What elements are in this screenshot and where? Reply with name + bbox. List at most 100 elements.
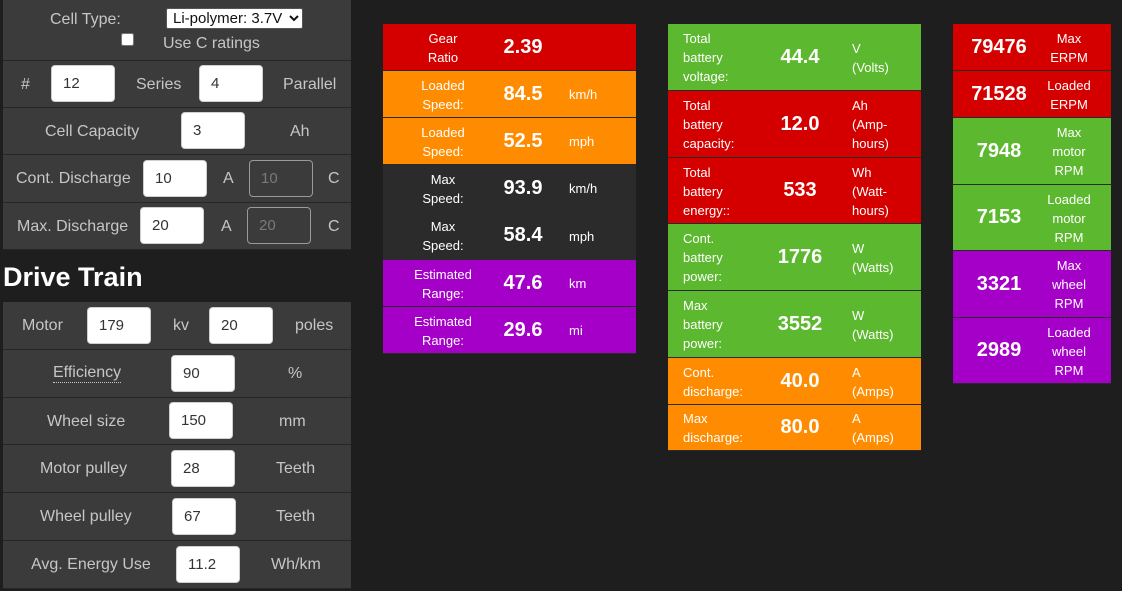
result-value: 2.39 [503,35,543,58]
result-unit-line: V [852,40,861,56]
cont-discharge-row: Cont. Discharge A C [3,155,351,203]
result-label: Total battery voltage: [683,29,753,86]
result-unit-line: (Watt- [852,183,887,199]
result-unit-line: (Amps) [852,430,894,445]
result-label-line: Cont. [683,231,715,246]
motor-kv-input[interactable] [87,307,151,344]
cell-type-select[interactable]: Li-polymer: 3.7V [166,8,303,29]
motor-poles-input[interactable] [209,307,273,344]
result-unit: A (Amps) [852,363,894,401]
efficiency-input[interactable] [171,355,235,392]
result-value: 7153 [976,206,1022,228]
result-label-line: motor [1052,210,1086,226]
cell-capacity-label: Cell Capacity [45,123,140,140]
efficiency-label[interactable]: Efficiency [53,364,122,383]
result-label-line: Loaded [1047,324,1091,340]
result-label-line: Ratio [427,49,459,65]
col3-card: Loaded ERPM 71528 [953,71,1111,118]
motor-row: Motor kv poles [3,302,351,350]
result-unit: V (Volts) [852,39,889,77]
result-label: Total battery capacity: [683,96,753,153]
motor-pulley-input[interactable] [171,450,235,487]
result-unit: W (Watts) [852,306,893,344]
result-value: 52.5 [503,129,543,152]
wheel-size-input[interactable] [169,402,233,439]
wheel-size-label: Wheel size [47,413,126,430]
result-value: 40.0 [780,369,820,392]
col1-card: Gear Ratio 2.39 [383,24,636,71]
result-value: 533 [783,179,817,201]
wheel-pulley-row: Wheel pulley Teeth [3,493,351,541]
result-unit-line: (Watts) [852,326,894,342]
cont-discharge-label: Cont. Discharge [16,170,131,187]
results-column-speed: Gear Ratio 2.39 Loaded Speed: 84.5 km/h Loaded S… [383,24,636,354]
col2-card: Cont. battery power: 1776 W (Watts) [668,224,921,291]
energy-use-input[interactable] [176,546,240,583]
result-unit-line: mi [569,323,583,338]
result-unit-line: km [569,276,587,291]
result-unit-line: A [852,364,861,380]
drive-train-heading: Drive Train [3,262,143,292]
result-label-line: Range: [422,332,464,348]
cont-discharge-unit-a: A [223,170,234,187]
cell-capacity-input[interactable] [181,112,245,149]
result-label-line: Max [1056,258,1082,273]
col1-card: Estimated Range: 47.6 km [383,260,636,307]
result-label: Max discharge: [683,409,753,447]
parallel-input[interactable] [199,65,263,102]
result-label: Cont. discharge: [683,363,753,401]
result-unit: km/h [569,179,597,198]
parallel-label: Parallel [283,76,337,93]
result-label-line: power: [683,336,723,351]
cont-discharge-unit-c: C [328,170,340,187]
efficiency-row: Efficiency % [3,350,351,398]
result-label-line: ERPM [1050,49,1088,65]
result-value: 84.5 [503,82,543,105]
result-label-line: Range: [422,285,464,301]
motor-pulley-unit: Teeth [276,460,316,477]
max-discharge-label: Max. Discharge [17,218,129,235]
result-unit-line: mph [569,228,595,244]
result-label: Max Speed: [393,217,493,255]
result-value: 7948 [976,139,1022,162]
result-unit-line: (Amp- [852,117,888,132]
col3-card: Max ERPM 79476 [953,24,1111,71]
result-unit: mph [569,227,594,246]
result-label-line: Max [1056,125,1082,140]
result-label-line: RPM [1054,362,1084,378]
col2-card: Total battery voltage: 44.4 V (Volts) [668,24,921,91]
result-label-line: battery [683,317,723,332]
max-discharge-c-input[interactable] [247,207,311,244]
col1-card: Max Speed: 58.4 mph [383,212,636,260]
cont-discharge-c-input[interactable] [249,160,313,197]
result-unit-line: hours) [852,136,889,151]
max-discharge-unit-a: A [221,218,232,235]
result-label: Cont. battery power: [683,229,753,286]
use-c-ratings-checkbox[interactable] [121,33,134,46]
series-input[interactable] [51,65,115,102]
col2-card: Max discharge: 80.0 A (Amps) [668,405,921,451]
wheel-pulley-input[interactable] [172,498,236,535]
result-label: Loaded motor RPM [1039,190,1099,247]
result-label-line: ERPM [1050,96,1088,112]
results-column-rpm: Max ERPM 79476 Loaded ERPM 71528 Max motor RPM 79… [953,24,1111,384]
result-label-line: RPM [1054,296,1084,311]
energy-use-label: Avg. Energy Use [31,556,151,573]
result-unit-line: A [852,411,861,426]
result-unit-line: (Volts) [852,59,889,75]
result-label-line: battery [683,117,723,132]
col1-card: Loaded Speed: 52.5 mph [383,118,636,165]
result-label-line: Max [683,411,708,426]
result-label-line: RPM [1054,163,1084,178]
result-unit: Ah (Amp-hours) [852,96,889,153]
result-unit: km/h [569,85,597,104]
result-label-line: Speed: [422,190,464,206]
motor-pulley-label: Motor pulley [40,460,128,477]
result-label-line: Max [1056,30,1082,46]
result-label-line: Loaded [421,124,465,140]
cont-discharge-input[interactable] [143,160,207,197]
max-discharge-input[interactable] [140,207,204,244]
result-value: 79476 [971,35,1027,58]
result-label-line: RPM [1054,229,1084,245]
drive-train-panel: Motor kv poles Efficiency % Wheel size m… [3,302,351,589]
